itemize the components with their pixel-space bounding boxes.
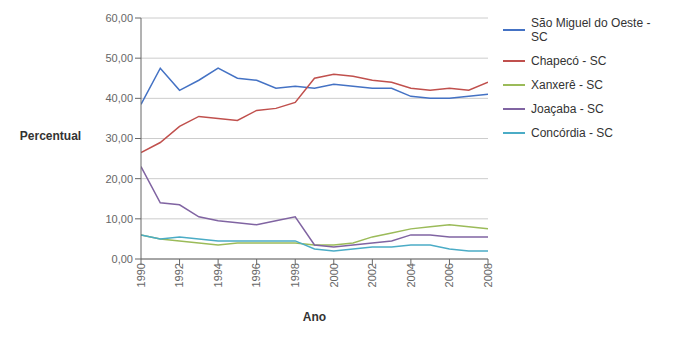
svg-text:2006: 2006 — [443, 263, 455, 287]
html-text:Concórdia - SC: Concórdia - SC — [531, 126, 613, 140]
svg-text:2002: 2002 — [366, 263, 378, 287]
svg-text:2008: 2008 — [482, 263, 494, 287]
html-text:Chapecó - SC: Chapecó - SC — [531, 54, 607, 68]
svg-text:1990: 1990 — [135, 263, 147, 287]
html-text:Joaçaba - SC: Joaçaba - SC — [531, 102, 604, 116]
svg-text:1992: 1992 — [173, 263, 185, 287]
svg-text:30,00: 30,00 — [105, 132, 133, 144]
svg-text:2000: 2000 — [328, 263, 340, 287]
svg-text:2004: 2004 — [405, 263, 417, 287]
html-text:SC: SC — [531, 30, 548, 44]
svg-text:50,00: 50,00 — [105, 52, 133, 64]
svg-text:1996: 1996 — [250, 263, 262, 287]
html-text:Xanxerê - SC: Xanxerê - SC — [531, 78, 603, 92]
svg-text:20,00: 20,00 — [105, 173, 133, 185]
svg-text:1994: 1994 — [212, 263, 224, 287]
html-text:São Miguel do Oeste -: São Miguel do Oeste - — [531, 16, 651, 30]
html-text:Percentual: Percentual — [19, 128, 82, 143]
svg-text:Ano: Ano — [303, 310, 326, 324]
svg-text:0,00: 0,00 — [112, 253, 133, 265]
svg-text:40,00: 40,00 — [105, 92, 133, 104]
svg-text:10,00: 10,00 — [105, 213, 133, 225]
svg-text:60,00: 60,00 — [105, 12, 133, 24]
svg-text:1998: 1998 — [289, 263, 301, 287]
